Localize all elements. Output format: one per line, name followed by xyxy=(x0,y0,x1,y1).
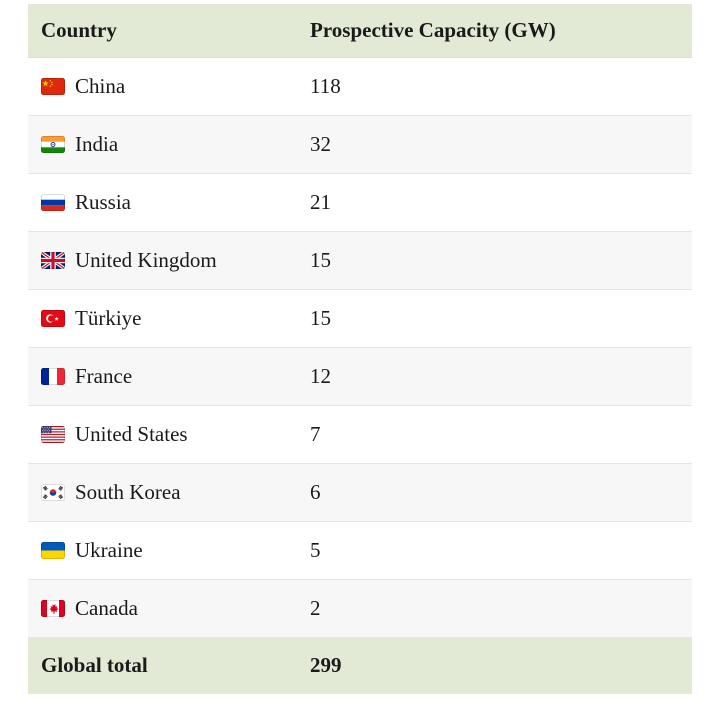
country-cell: China xyxy=(28,57,297,115)
table-row: Canada 2 xyxy=(28,579,692,637)
table-row: France 12 xyxy=(28,347,692,405)
country-name: United States xyxy=(75,421,188,446)
country-cell: Ukraine xyxy=(28,521,297,579)
country-name: India xyxy=(75,131,119,156)
table-body: China 118 India 32 Russia 21 United King… xyxy=(28,57,692,637)
table-header: Country Prospective Capacity (GW) xyxy=(28,4,692,57)
table-row: United Kingdom 15 xyxy=(28,231,692,289)
table-row: United States 7 xyxy=(28,405,692,463)
country-name: South Korea xyxy=(75,479,181,504)
india-flag xyxy=(41,135,65,153)
capacity-value: 7 xyxy=(310,421,321,446)
global-total-value: 299 xyxy=(310,653,342,678)
header-row: Country Prospective Capacity (GW) xyxy=(28,4,692,57)
country-cell: Russia xyxy=(28,173,297,231)
table-row: Russia 21 xyxy=(28,173,692,231)
china-flag xyxy=(41,77,65,95)
header-country: Country xyxy=(41,17,117,42)
capacity-value: 118 xyxy=(310,73,341,98)
country-name: China xyxy=(75,73,126,98)
us-flag xyxy=(41,425,65,443)
turkiye-flag xyxy=(41,309,65,327)
country-cell: France xyxy=(28,347,297,405)
table-row: China 118 xyxy=(28,57,692,115)
ukraine-flag xyxy=(41,541,65,559)
russia-flag xyxy=(41,193,65,211)
global-total-label: Global total xyxy=(41,653,148,678)
header-capacity: Prospective Capacity (GW) xyxy=(310,17,556,42)
south-korea-flag xyxy=(41,483,65,501)
country-cell: United Kingdom xyxy=(28,231,297,289)
table-row: Ukraine 5 xyxy=(28,521,692,579)
capacity-value: 15 xyxy=(310,305,331,330)
country-cell: South Korea xyxy=(28,463,297,521)
uk-flag xyxy=(41,251,65,269)
country-name: Russia xyxy=(75,189,132,214)
capacity-value: 5 xyxy=(310,537,321,562)
table-row: South Korea 6 xyxy=(28,463,692,521)
country-name: United Kingdom xyxy=(75,247,217,272)
capacity-table: Country Prospective Capacity (GW) China … xyxy=(28,4,692,694)
country-name: Türkiye xyxy=(75,305,142,330)
footer-row: Global total 299 xyxy=(28,637,692,694)
country-cell: Türkiye xyxy=(28,289,297,347)
country-cell: Canada xyxy=(28,579,297,637)
country-name: France xyxy=(75,363,133,388)
canada-flag xyxy=(41,599,65,617)
capacity-value: 12 xyxy=(310,363,331,388)
table-footer: Global total 299 xyxy=(28,637,692,694)
country-name: Ukraine xyxy=(75,537,143,562)
country-cell: United States xyxy=(28,405,297,463)
france-flag xyxy=(41,367,65,385)
table-row: Türkiye 15 xyxy=(28,289,692,347)
capacity-value: 6 xyxy=(310,479,321,504)
country-cell: India xyxy=(28,115,297,173)
capacity-value: 2 xyxy=(310,595,321,620)
country-name: Canada xyxy=(75,595,138,620)
capacity-value: 21 xyxy=(310,189,331,214)
capacity-value: 32 xyxy=(310,131,331,156)
table-row: India 32 xyxy=(28,115,692,173)
capacity-value: 15 xyxy=(310,247,331,272)
